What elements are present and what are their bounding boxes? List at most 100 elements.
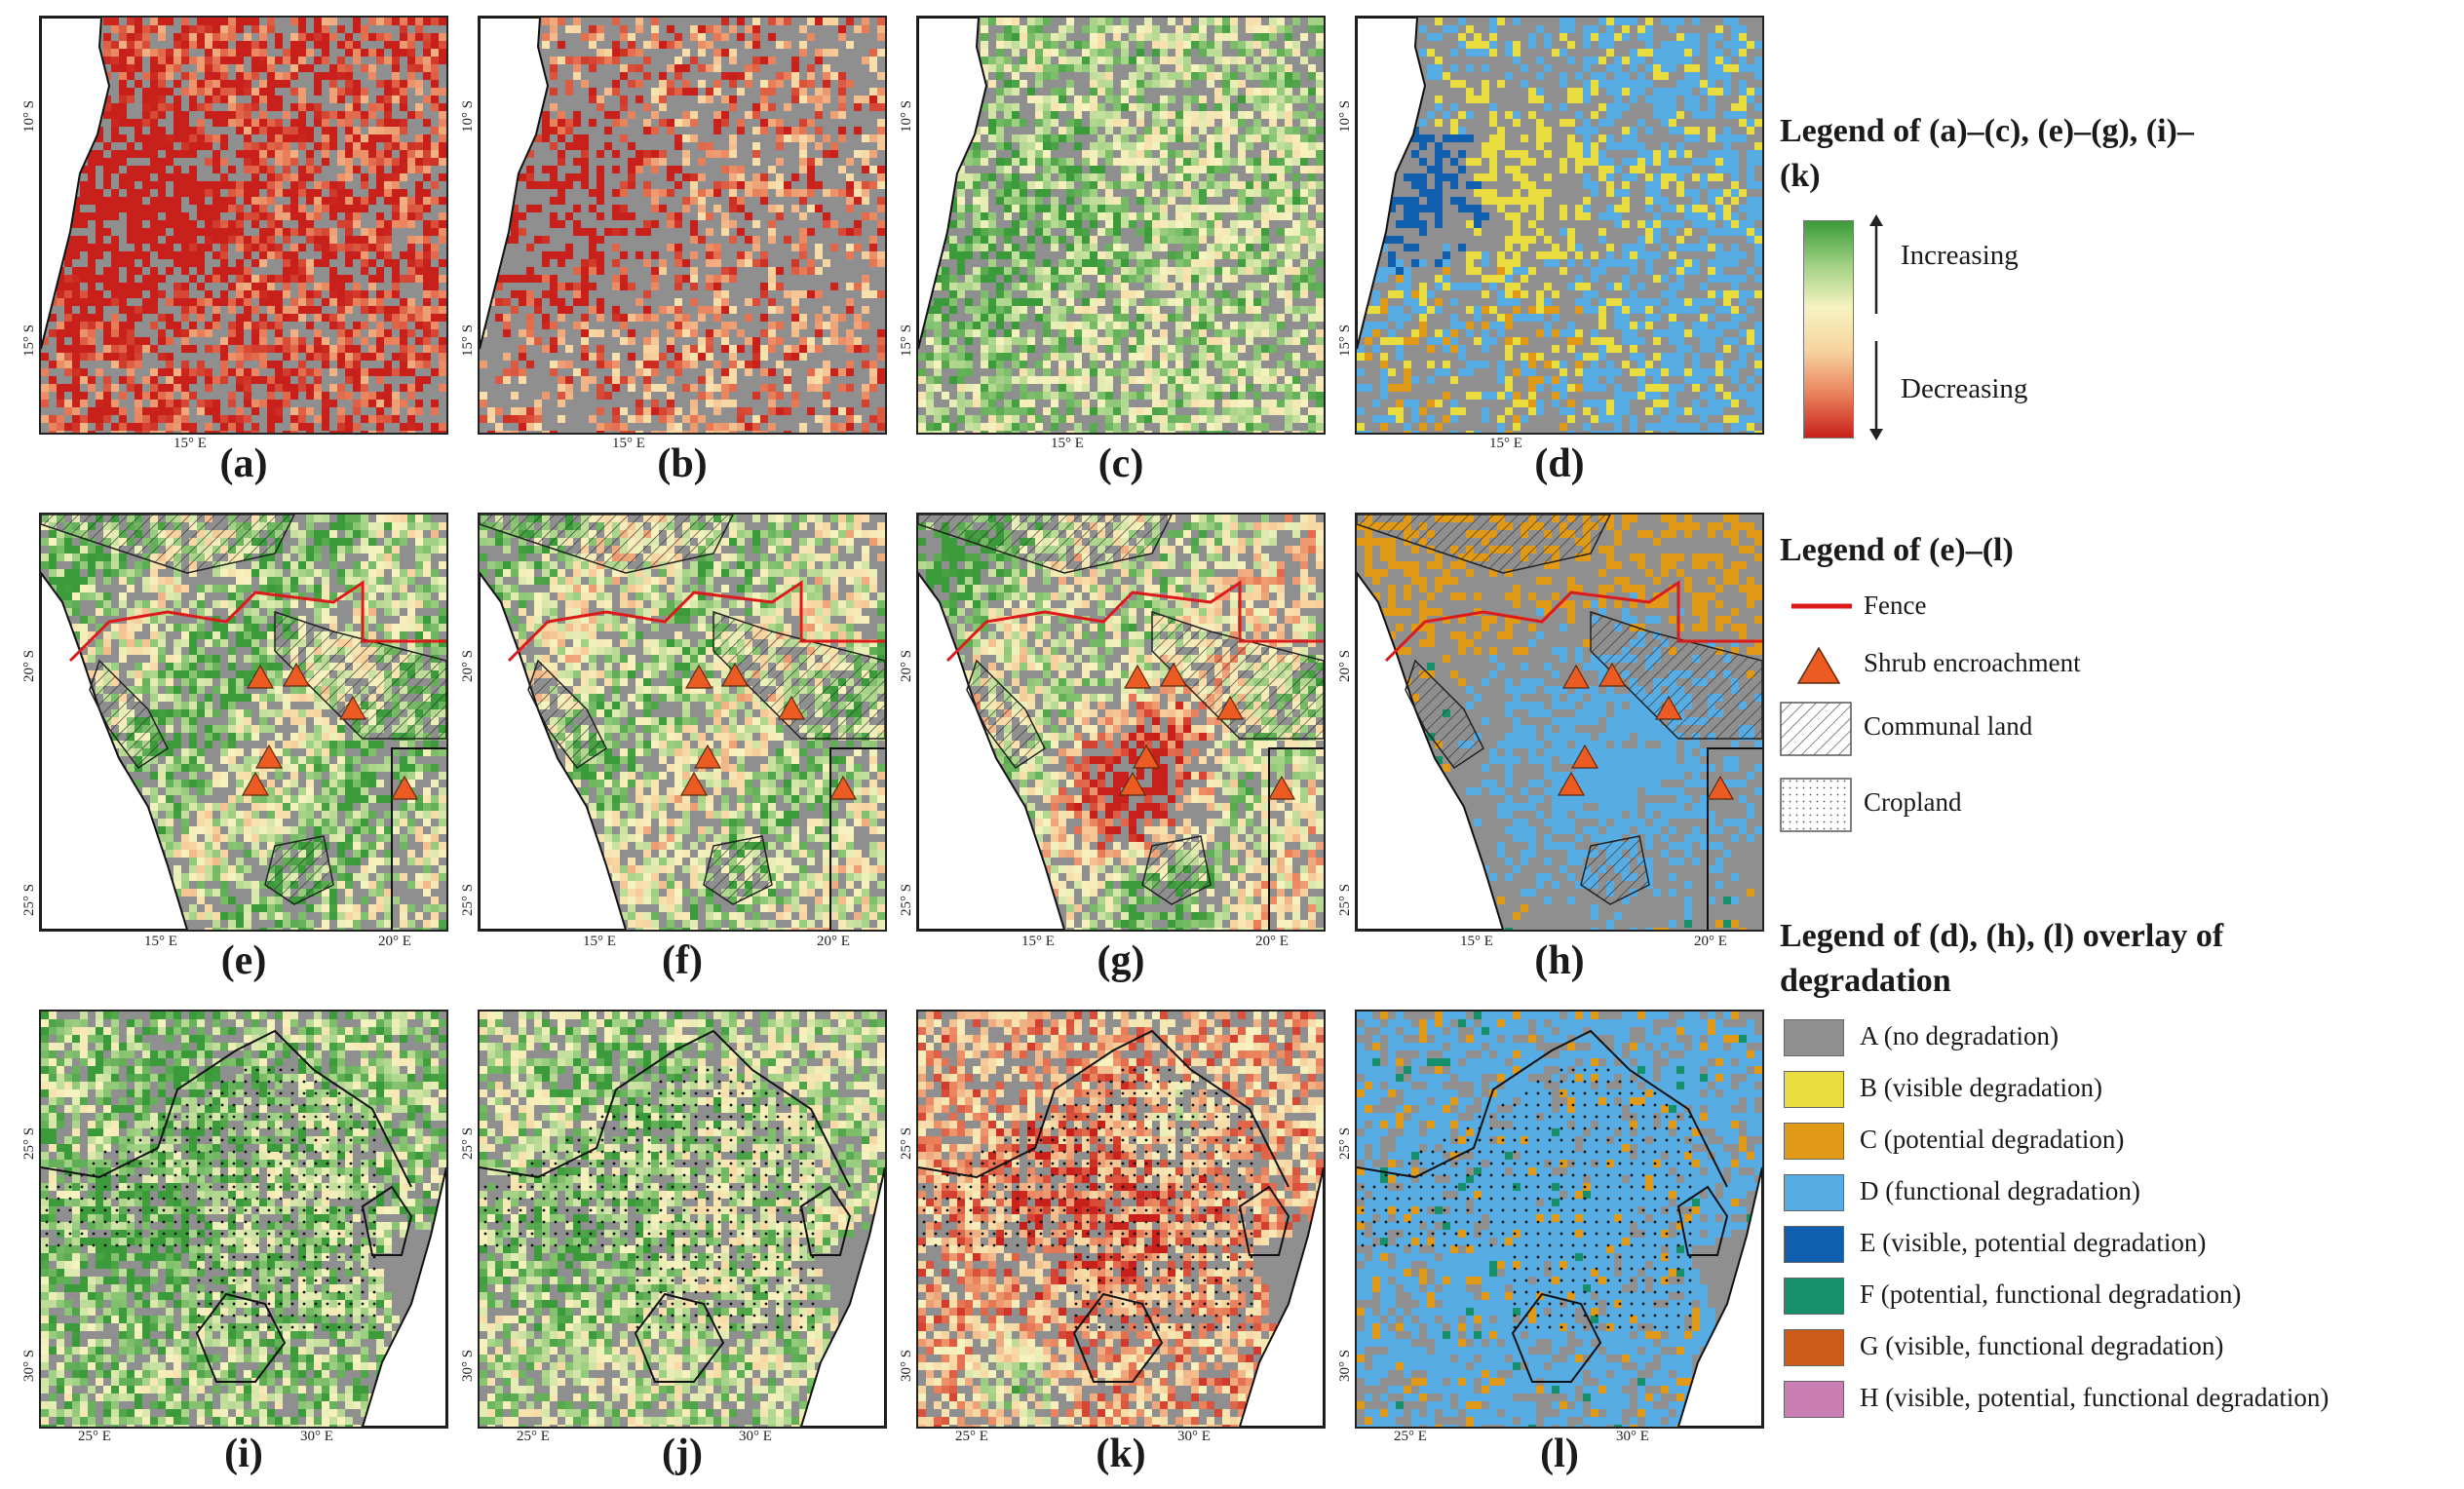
shrub-encroachment-marker — [1215, 695, 1245, 720]
legend-swatch-g — [1784, 1329, 1844, 1366]
shrub-encroachment-marker — [1123, 664, 1152, 689]
legend-category-label: F (potential, functional degradation) — [1860, 1279, 2241, 1310]
caption-d: (d) — [1501, 440, 1618, 487]
lat-tick: 30° S — [899, 1350, 915, 1382]
map-panel-e — [39, 513, 448, 932]
lon-tick: 15° E — [144, 934, 177, 950]
map-panel-d — [1355, 16, 1764, 435]
legend-swatch-h — [1784, 1381, 1844, 1418]
caption-g: (g) — [1062, 937, 1179, 984]
caption-l: (l) — [1501, 1431, 1618, 1477]
lat-tick: 15° S — [21, 325, 38, 357]
shrub-encroachment-marker — [720, 662, 750, 687]
shrub-encroachment-marker — [684, 664, 713, 689]
legend-swatch-c — [1784, 1123, 1844, 1160]
map-panel-i — [39, 1010, 448, 1429]
lat-tick: 25° S — [899, 884, 915, 916]
legend-symbols-title: Legend of (e)–(l) — [1780, 528, 2014, 573]
shrub-encroachment-marker — [282, 662, 311, 687]
lat-tick: 15° S — [899, 325, 915, 357]
lon-tick: 15° E — [1460, 934, 1493, 950]
caption-j: (j) — [624, 1431, 741, 1477]
map-panel-h — [1355, 513, 1764, 932]
map-panel-j — [478, 1010, 887, 1429]
lat-tick: 20° S — [21, 650, 38, 682]
map-panel-g — [916, 513, 1326, 932]
caption-i: (i) — [185, 1431, 302, 1477]
lat-tick: 20° S — [899, 650, 915, 682]
legend-category-label: D (functional degradation) — [1860, 1176, 2140, 1206]
lat-tick: 30° S — [21, 1350, 38, 1382]
legend-fence-label: Fence — [1864, 591, 1926, 621]
lat-tick: 25° S — [460, 1127, 477, 1160]
legend-degradation-title: Legend of (d), (h), (l) overlay of degra… — [1780, 914, 2228, 1004]
legend-cropland-label: Cropland — [1864, 787, 1962, 818]
shrub-encroachment-marker — [254, 744, 284, 769]
map-panel-b — [478, 16, 887, 435]
lon-tick: 15° E — [1051, 436, 1084, 452]
legend-communal-label: Communal land — [1864, 711, 2032, 742]
caption-c: (c) — [1062, 440, 1179, 487]
lon-tick: 15° E — [1489, 436, 1522, 452]
gradient-bar — [1803, 220, 1854, 439]
lat-tick: 20° S — [1337, 650, 1354, 682]
lon-tick: 15° E — [612, 436, 645, 452]
fence-line-icon — [1791, 603, 1852, 609]
lon-tick: 15° E — [583, 934, 616, 950]
legend-gradient-title: Legend of (a)–(c), (e)–(g), (i)–(k) — [1780, 109, 2209, 199]
communal-hatch-icon — [1780, 702, 1852, 756]
lon-tick: 30° E — [300, 1429, 333, 1445]
lat-tick: 25° S — [21, 1127, 38, 1160]
lat-tick: 25° S — [1337, 1127, 1354, 1160]
cropland-dots-icon — [1780, 778, 1852, 832]
lat-tick: 10° S — [460, 100, 477, 133]
legend-category-label: E (visible, potential degradation) — [1860, 1228, 2206, 1258]
lat-tick: 10° S — [1337, 100, 1354, 133]
caption-h: (h) — [1501, 937, 1618, 984]
lat-tick: 20° S — [460, 650, 477, 682]
shrub-encroachment-marker — [777, 695, 806, 720]
lon-tick: 20° E — [1694, 934, 1727, 950]
legend-category-label: B (visible degradation) — [1860, 1073, 2102, 1103]
lat-tick: 15° S — [1337, 325, 1354, 357]
lon-tick: 25° E — [78, 1429, 111, 1445]
shrub-encroachment-marker — [390, 775, 419, 800]
legend-category-label: C (potential degradation) — [1860, 1125, 2124, 1155]
shrub-encroachment-marker — [679, 771, 709, 796]
shrub-encroachment-marker — [693, 744, 722, 769]
lat-tick: 25° S — [460, 884, 477, 916]
lat-tick: 25° S — [21, 884, 38, 916]
lon-tick: 15° E — [1021, 934, 1055, 950]
lat-tick: 25° S — [899, 1127, 915, 1160]
legend-increasing-label: Increasing — [1901, 240, 2019, 272]
map-panel-f — [478, 513, 887, 932]
shrub-encroachment-marker — [1598, 662, 1627, 687]
caption-e: (e) — [185, 937, 302, 984]
caption-k: (k) — [1062, 1431, 1179, 1477]
lat-tick: 25° S — [1337, 884, 1354, 916]
lon-tick: 30° E — [1616, 1429, 1649, 1445]
lat-tick: 10° S — [899, 100, 915, 133]
lon-tick: 20° E — [1255, 934, 1289, 950]
lon-tick: 25° E — [1394, 1429, 1427, 1445]
lon-tick: 30° E — [739, 1429, 772, 1445]
legend-category-label: H (visible, potential, functional degrad… — [1860, 1383, 2329, 1413]
shrub-encroachment-marker — [1159, 662, 1188, 687]
legend-swatch-b — [1784, 1071, 1844, 1108]
caption-f: (f) — [624, 937, 741, 984]
shrub-encroachment-marker — [338, 695, 367, 720]
legend-swatch-e — [1784, 1226, 1844, 1263]
legend-swatch-f — [1784, 1278, 1844, 1315]
shrub-encroachment-marker — [1557, 771, 1586, 796]
shrub-encroachment-marker — [1570, 744, 1599, 769]
legend-swatch-d — [1784, 1174, 1844, 1211]
shrub-encroachment-marker — [1706, 775, 1735, 800]
caption-a: (a) — [185, 440, 302, 487]
legend-category-label: G (visible, functional degradation) — [1860, 1331, 2223, 1361]
shrub-encroachment-marker — [246, 664, 275, 689]
lon-tick: 20° E — [378, 934, 411, 950]
lon-tick: 25° E — [517, 1429, 550, 1445]
lat-tick: 30° S — [460, 1350, 477, 1382]
shrub-encroachment-marker — [1654, 695, 1683, 720]
legend-swatch-a — [1784, 1019, 1844, 1056]
